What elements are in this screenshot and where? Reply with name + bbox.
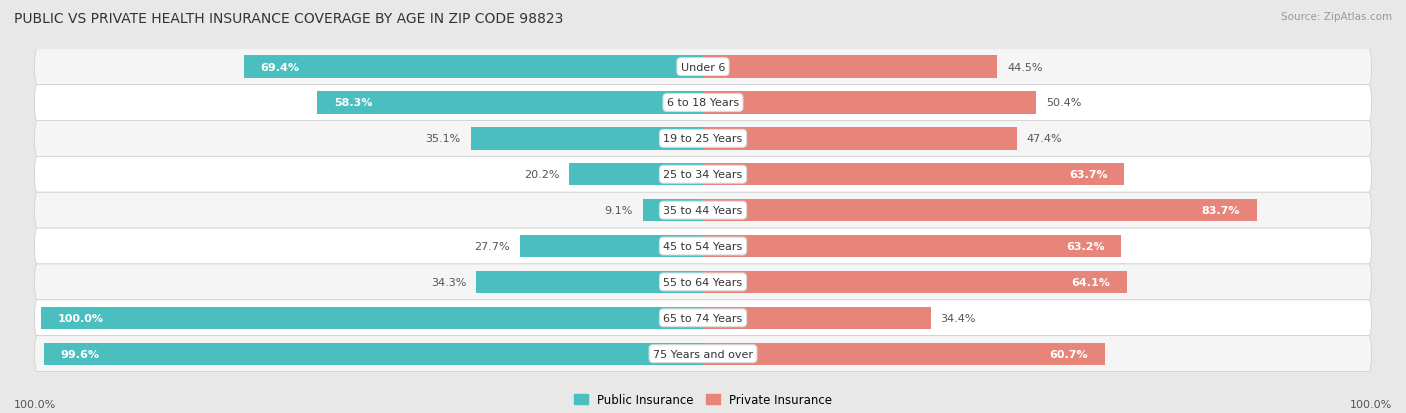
Text: Source: ZipAtlas.com: Source: ZipAtlas.com bbox=[1281, 12, 1392, 22]
Text: 100.0%: 100.0% bbox=[58, 313, 104, 323]
Legend: Public Insurance, Private Insurance: Public Insurance, Private Insurance bbox=[569, 389, 837, 411]
Text: 63.2%: 63.2% bbox=[1066, 242, 1105, 252]
FancyBboxPatch shape bbox=[35, 50, 1371, 85]
FancyBboxPatch shape bbox=[35, 228, 1371, 264]
Text: 50.4%: 50.4% bbox=[1046, 98, 1081, 108]
Text: 63.7%: 63.7% bbox=[1070, 170, 1108, 180]
Text: 99.6%: 99.6% bbox=[60, 349, 100, 359]
Bar bbox=[703, 235, 1121, 258]
Text: 34.4%: 34.4% bbox=[941, 313, 976, 323]
Text: 60.7%: 60.7% bbox=[1049, 349, 1088, 359]
Text: 20.2%: 20.2% bbox=[524, 170, 560, 180]
Bar bbox=[41, 307, 703, 329]
FancyBboxPatch shape bbox=[35, 193, 1371, 228]
Text: 100.0%: 100.0% bbox=[14, 399, 56, 409]
Bar bbox=[477, 271, 703, 293]
Text: 9.1%: 9.1% bbox=[605, 206, 633, 216]
Text: PUBLIC VS PRIVATE HEALTH INSURANCE COVERAGE BY AGE IN ZIP CODE 98823: PUBLIC VS PRIVATE HEALTH INSURANCE COVER… bbox=[14, 12, 564, 26]
Text: 65 to 74 Years: 65 to 74 Years bbox=[664, 313, 742, 323]
Bar bbox=[520, 235, 703, 258]
Bar bbox=[703, 271, 1128, 293]
Text: 35.1%: 35.1% bbox=[426, 134, 461, 144]
Text: 100.0%: 100.0% bbox=[1350, 399, 1392, 409]
Bar bbox=[471, 128, 703, 150]
FancyBboxPatch shape bbox=[35, 300, 1371, 336]
Text: 25 to 34 Years: 25 to 34 Years bbox=[664, 170, 742, 180]
FancyBboxPatch shape bbox=[35, 336, 1371, 372]
Text: 27.7%: 27.7% bbox=[474, 242, 510, 252]
Bar bbox=[243, 56, 703, 78]
Text: 44.5%: 44.5% bbox=[1007, 62, 1043, 72]
Bar bbox=[569, 164, 703, 186]
Text: 47.4%: 47.4% bbox=[1026, 134, 1062, 144]
Bar bbox=[703, 128, 1017, 150]
FancyBboxPatch shape bbox=[35, 121, 1371, 157]
FancyBboxPatch shape bbox=[35, 85, 1371, 121]
Text: Under 6: Under 6 bbox=[681, 62, 725, 72]
Text: 75 Years and over: 75 Years and over bbox=[652, 349, 754, 359]
Bar bbox=[703, 307, 931, 329]
Text: 64.1%: 64.1% bbox=[1071, 277, 1111, 287]
Text: 58.3%: 58.3% bbox=[333, 98, 373, 108]
Text: 6 to 18 Years: 6 to 18 Years bbox=[666, 98, 740, 108]
Bar bbox=[703, 164, 1125, 186]
Bar bbox=[703, 343, 1105, 365]
Bar bbox=[703, 199, 1257, 222]
Bar bbox=[703, 92, 1036, 114]
Text: 19 to 25 Years: 19 to 25 Years bbox=[664, 134, 742, 144]
Text: 34.3%: 34.3% bbox=[430, 277, 467, 287]
Bar bbox=[643, 199, 703, 222]
Text: 83.7%: 83.7% bbox=[1202, 206, 1240, 216]
FancyBboxPatch shape bbox=[35, 264, 1371, 300]
FancyBboxPatch shape bbox=[35, 157, 1371, 193]
Text: 35 to 44 Years: 35 to 44 Years bbox=[664, 206, 742, 216]
Text: 69.4%: 69.4% bbox=[260, 62, 299, 72]
Bar bbox=[44, 343, 703, 365]
Text: 55 to 64 Years: 55 to 64 Years bbox=[664, 277, 742, 287]
Bar bbox=[703, 56, 997, 78]
Bar bbox=[318, 92, 703, 114]
Text: 45 to 54 Years: 45 to 54 Years bbox=[664, 242, 742, 252]
